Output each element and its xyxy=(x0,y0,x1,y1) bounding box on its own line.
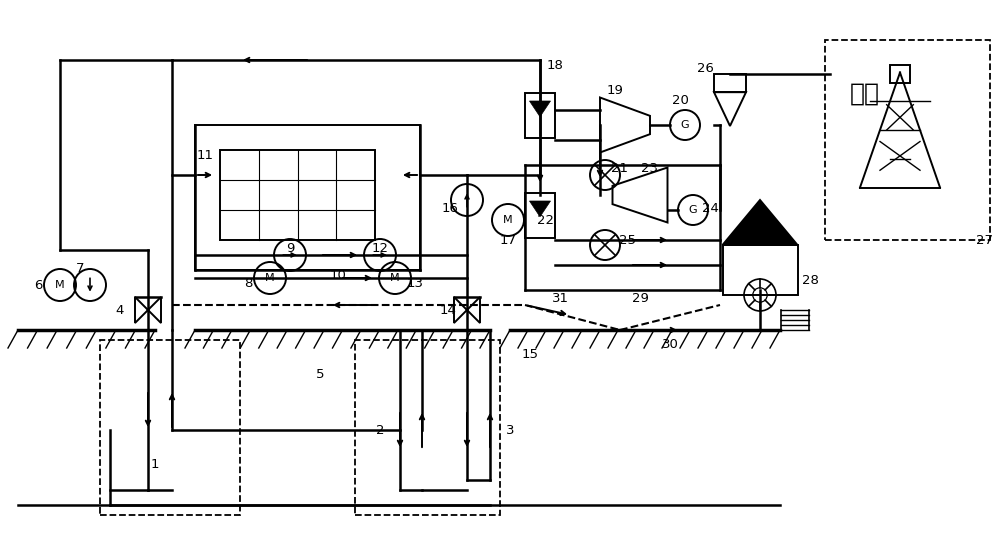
Text: 11: 11 xyxy=(197,149,214,162)
Polygon shape xyxy=(530,201,550,217)
Bar xyxy=(220,150,375,240)
Bar xyxy=(355,340,500,515)
Text: 9: 9 xyxy=(286,241,294,255)
Text: 5: 5 xyxy=(316,369,324,381)
Text: M: M xyxy=(390,273,400,283)
Text: 23: 23 xyxy=(642,162,658,174)
Bar xyxy=(195,125,420,270)
Text: 10: 10 xyxy=(330,269,346,281)
Text: 18: 18 xyxy=(547,58,563,72)
Text: 7: 7 xyxy=(76,262,84,274)
Text: 3: 3 xyxy=(506,424,514,437)
Text: G: G xyxy=(689,205,697,215)
Bar xyxy=(525,193,555,238)
Text: M: M xyxy=(55,280,65,290)
Text: 19: 19 xyxy=(607,83,623,96)
Text: 20: 20 xyxy=(672,94,688,106)
Text: G: G xyxy=(681,120,689,130)
Text: 22: 22 xyxy=(536,213,554,226)
Bar xyxy=(825,40,990,240)
Text: 26: 26 xyxy=(697,62,713,74)
Polygon shape xyxy=(722,200,797,245)
Text: 12: 12 xyxy=(372,241,389,255)
Polygon shape xyxy=(530,101,550,117)
Text: M: M xyxy=(265,273,275,283)
Text: 29: 29 xyxy=(632,292,648,304)
Text: 13: 13 xyxy=(406,277,424,289)
Text: 8: 8 xyxy=(244,277,252,289)
Text: 16: 16 xyxy=(442,202,458,215)
Bar xyxy=(714,74,746,92)
Text: 6: 6 xyxy=(34,279,42,292)
Bar xyxy=(722,245,798,295)
Text: 28: 28 xyxy=(802,273,818,287)
Text: 4: 4 xyxy=(116,303,124,317)
Text: 15: 15 xyxy=(522,348,538,362)
Text: 24: 24 xyxy=(702,202,718,215)
Bar xyxy=(100,340,240,515)
Bar xyxy=(890,65,910,82)
Text: 31: 31 xyxy=(552,292,568,304)
Text: 1: 1 xyxy=(151,458,159,471)
Text: 30: 30 xyxy=(662,339,678,351)
Text: 14: 14 xyxy=(440,303,456,317)
Text: M: M xyxy=(503,215,513,225)
Text: 25: 25 xyxy=(620,233,637,247)
Text: 围岩: 围岩 xyxy=(850,82,880,105)
Text: 17: 17 xyxy=(500,233,516,247)
Text: 21: 21 xyxy=(612,162,629,174)
Text: 27: 27 xyxy=(976,233,993,247)
Bar xyxy=(525,93,555,138)
Text: 2: 2 xyxy=(376,424,384,437)
